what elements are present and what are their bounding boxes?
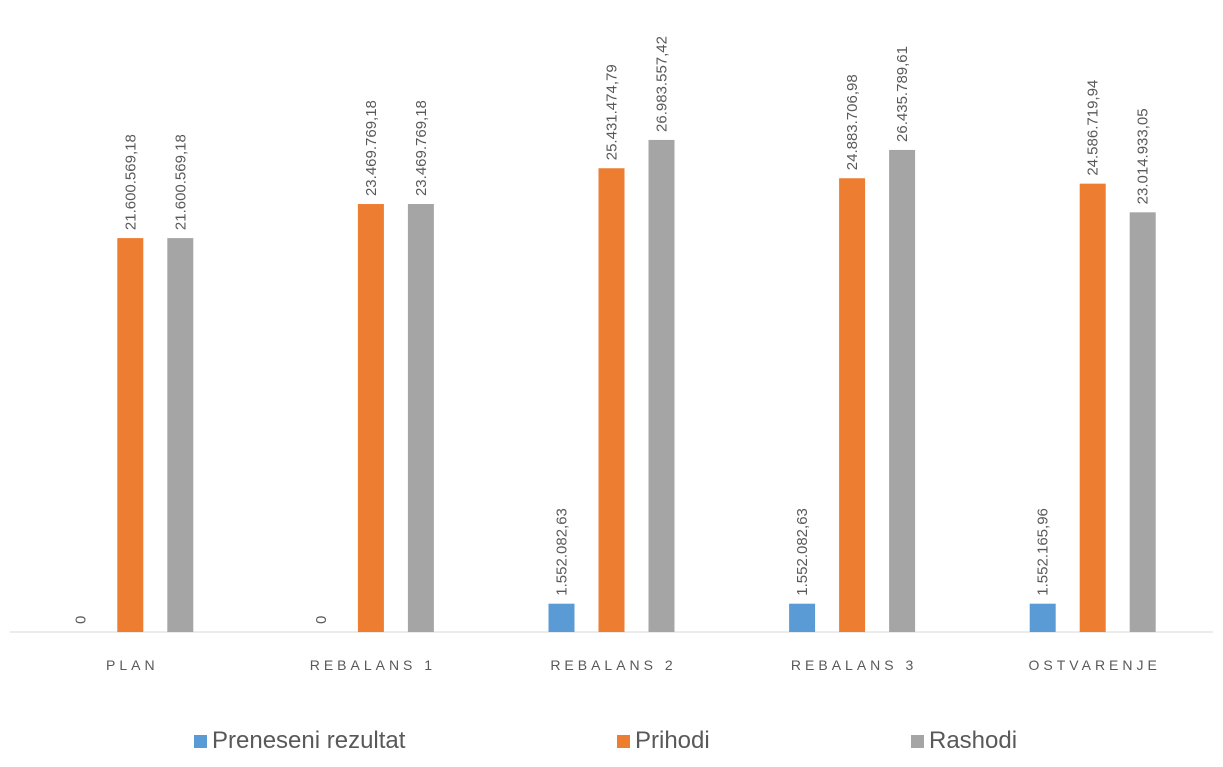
legend-label: Preneseni rezultat (212, 727, 406, 754)
x-tick-label-plan: PLAN (106, 657, 159, 673)
data-label-rashodi-rebalans-1: 23.469.769,18 (413, 100, 430, 196)
bar-prihodi-rebalans-3 (839, 178, 866, 632)
bar-preneseni-rezultat-ostvarenje (1029, 603, 1056, 632)
legend-item-prihodi: Prihodi (617, 727, 710, 755)
bar-rashodi-rebalans-3 (889, 149, 916, 632)
legend-label: Prihodi (635, 727, 710, 754)
bar-prihodi-rebalans-2 (598, 168, 625, 632)
data-label-prihodi-plan: 21.600.569,18 (122, 134, 139, 230)
bars-group (117, 139, 1156, 633)
data-label-rashodi-plan: 21.600.569,18 (172, 134, 189, 230)
legend-swatch-rashodi (911, 734, 924, 748)
bar-rashodi-rebalans-2 (648, 139, 675, 632)
data-label-prihodi-rebalans-3: 24.883.706,98 (844, 74, 861, 170)
x-tick-label-rebalans-3: REBALANS 3 (791, 657, 917, 673)
legend-item-preneseni-rezultat: Preneseni rezultat (194, 727, 405, 755)
data-label-prihodi-rebalans-2: 25.431.474,79 (604, 64, 621, 160)
data-label-rashodi-ostvarenje: 23.014.933,05 (1135, 108, 1152, 204)
legend-label: Rashodi (929, 727, 1018, 754)
data-label-preneseni-rezultat-plan: 0 (72, 616, 89, 624)
bar-rashodi-rebalans-1 (407, 204, 434, 632)
legend-swatch-prihodi (617, 734, 630, 748)
bar-prihodi-rebalans-1 (357, 204, 384, 632)
data-labels: 0 21.600.569,18 21.600.569,18 0 23.469.769,1… (72, 36, 1151, 624)
data-label-preneseni-rezultat-rebalans-3: 1.552.082,63 (794, 508, 811, 596)
data-label-prihodi-ostvarenje: 24.586.719,94 (1085, 80, 1102, 176)
data-label-rashodi-rebalans-2: 26.983.557,42 (654, 36, 671, 132)
x-tick-label-rebalans-1: REBALANS 1 (310, 657, 436, 673)
x-tick-label-ostvarenje: OSTVARENJE (1029, 657, 1161, 673)
legend: Preneseni rezultat Prihodi Rashodi (0, 727, 1223, 767)
legend-item-rashodi: Rashodi (911, 727, 1017, 755)
legend-swatch-preneseni-rezultat (194, 734, 207, 748)
bar-preneseni-rezultat-rebalans-2 (548, 603, 575, 632)
data-label-preneseni-rezultat-rebalans-1: 0 (313, 616, 330, 624)
bar-rashodi-ostvarenje (1129, 212, 1156, 633)
data-label-prihodi-rebalans-1: 23.469.769,18 (363, 100, 380, 196)
x-tick-labels: PLAN REBALANS 1 REBALANS 2 REBALANS 3 OSTVAR… (106, 657, 1161, 673)
bar-prihodi-plan (117, 238, 144, 632)
bar-rashodi-plan (167, 238, 194, 632)
data-label-preneseni-rezultat-rebalans-2: 1.552.082,63 (554, 508, 571, 596)
data-label-rashodi-rebalans-3: 26.435.789,61 (894, 46, 911, 142)
bar-preneseni-rezultat-rebalans-3 (789, 603, 816, 632)
bar-prihodi-ostvarenje (1079, 183, 1106, 632)
data-label-preneseni-rezultat-ostvarenje: 1.552.165,96 (1035, 508, 1052, 596)
x-tick-label-rebalans-2: REBALANS 2 (550, 657, 676, 673)
